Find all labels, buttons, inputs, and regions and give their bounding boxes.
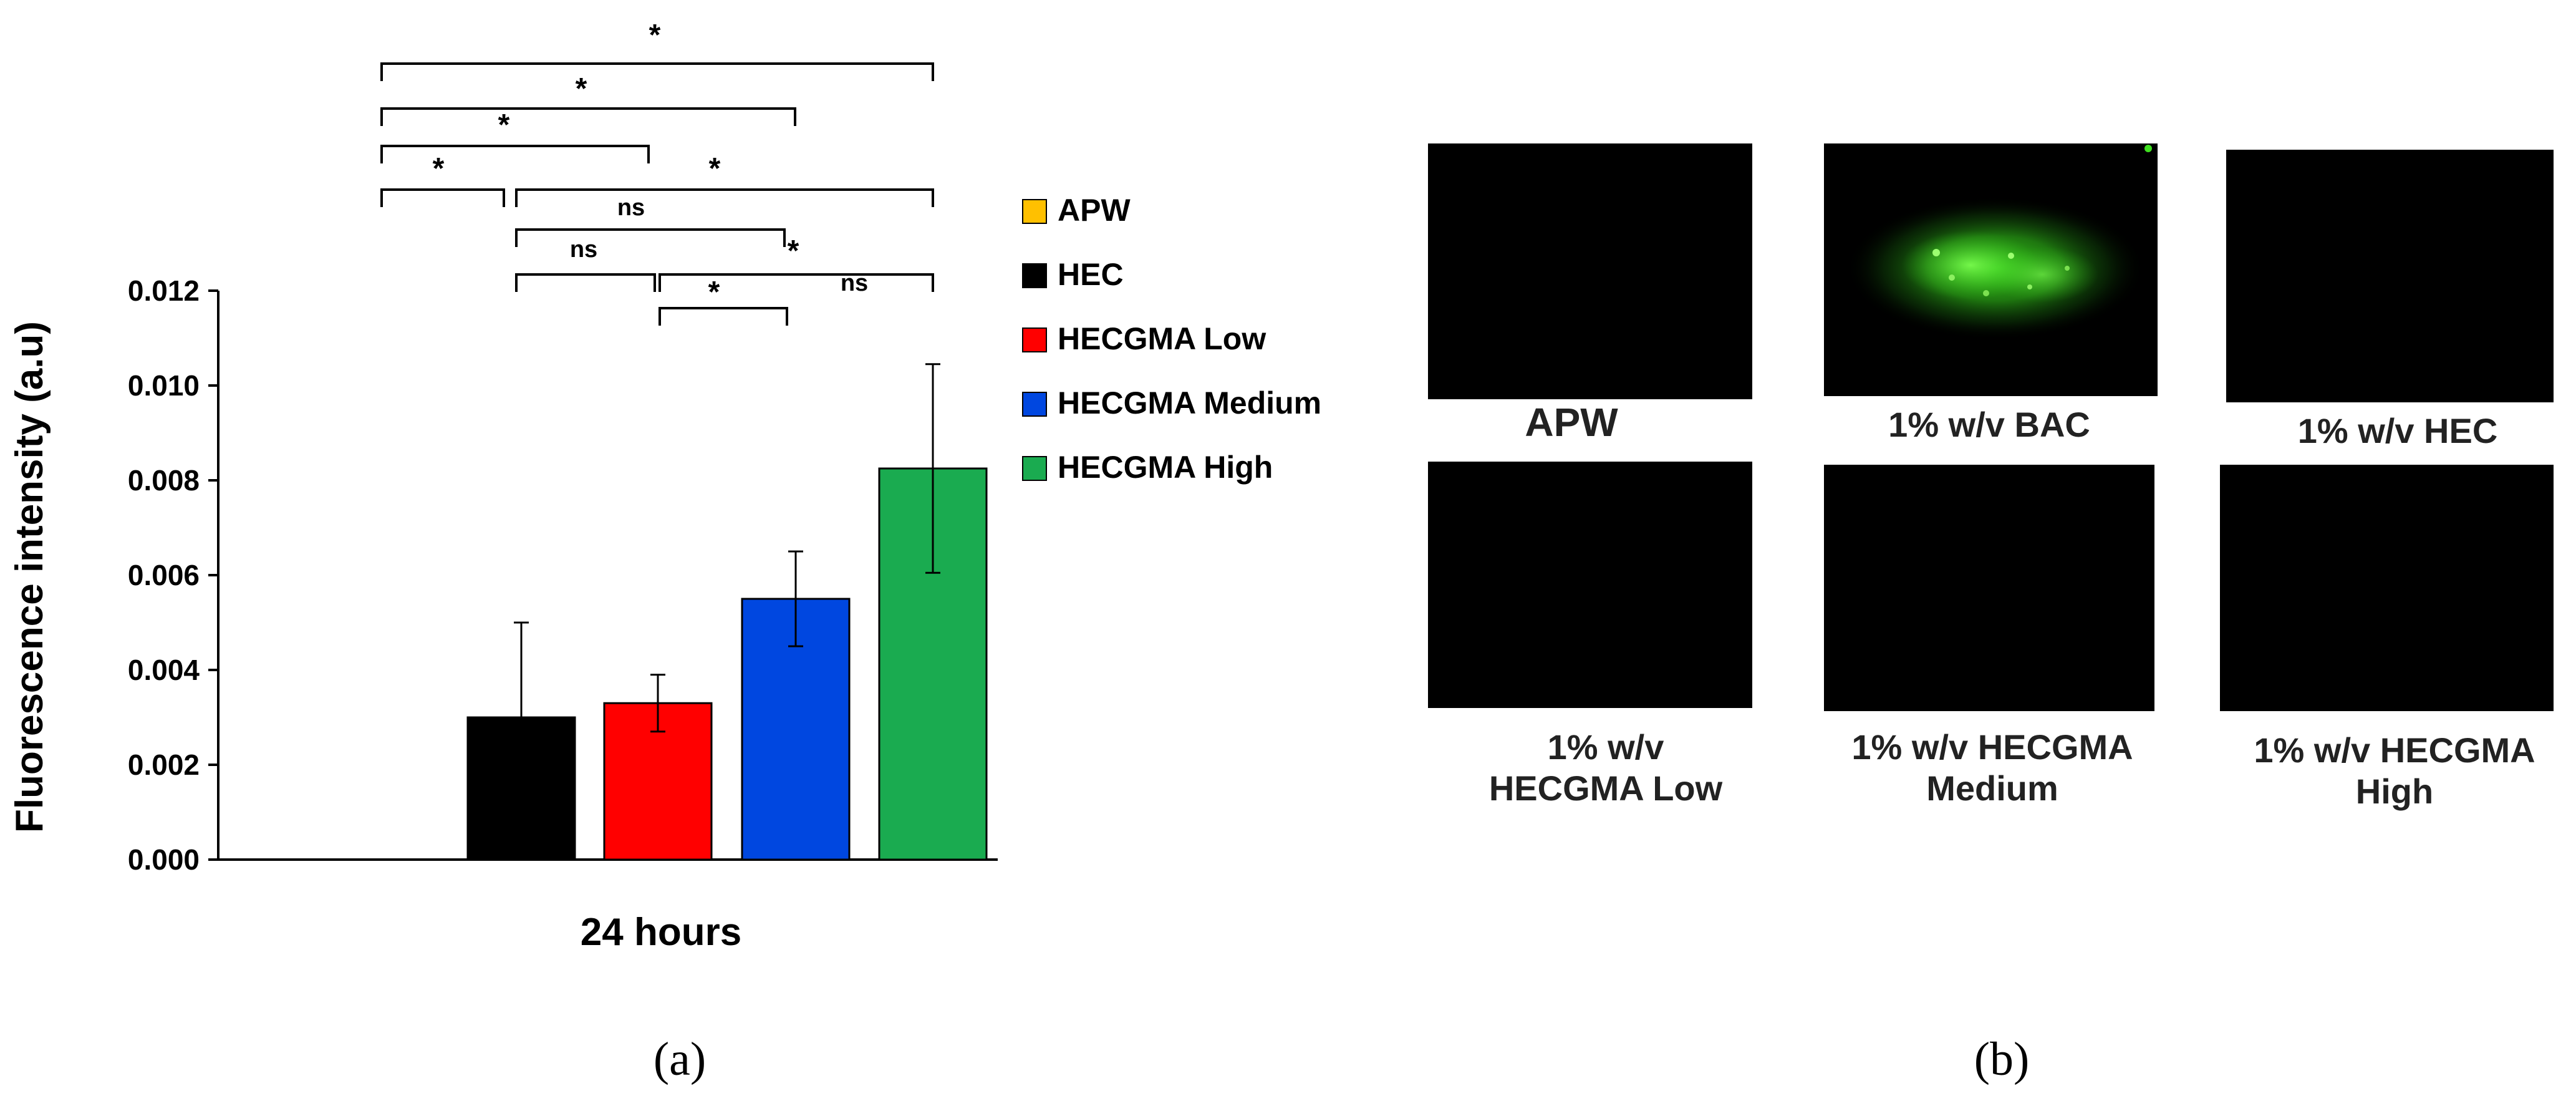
y-tick-label: 0.002 (128, 749, 200, 781)
legend-label: HECGMA Medium (1058, 386, 1321, 420)
micrograph-hecgma-medium (1824, 465, 2154, 711)
caption-hecgma-low: 1% w/v HECGMA Low (1488, 727, 1723, 808)
micrograph-hec (2226, 150, 2554, 402)
caption-hec: 1% w/v HEC (2297, 411, 2498, 450)
micrograph-hecgma-low (1428, 462, 1752, 708)
significance-label: * (709, 152, 721, 185)
significance-bracket (380, 107, 796, 126)
significance-label: * (576, 72, 587, 105)
significance-bracket (380, 62, 934, 81)
caption-hecgma-high: 1% w/v HECGMA High (2254, 730, 2535, 812)
significance-bracket (380, 188, 505, 207)
y-tick-label: 0.012 (128, 274, 200, 307)
caption-bac: 1% w/v BAC (1888, 405, 2090, 444)
legend-label: APW (1058, 193, 1131, 228)
significance-bracket (380, 145, 650, 163)
micrograph-hecgma-high (2220, 465, 2554, 711)
legend-label: HEC (1058, 257, 1124, 292)
legend-label: HECGMA High (1058, 450, 1273, 485)
micrograph-apw (1428, 143, 1752, 399)
panel-label-a: (a) (653, 1033, 707, 1085)
significance-bracket (658, 307, 788, 326)
x-axis-title: 24 hours (581, 911, 741, 954)
caption-hecgma-medium: 1% w/v HECGMA Medium (1851, 727, 2133, 808)
significance-bracket (515, 273, 656, 292)
significance-bracket (515, 188, 934, 207)
significance-label: * (433, 152, 445, 185)
micrograph-bac (1824, 143, 2158, 396)
caption-apw: APW (1525, 400, 1618, 445)
legend-swatch (1022, 456, 1047, 481)
y-tick-label: 0.000 (128, 843, 200, 876)
significance-label: ns (841, 270, 868, 296)
legend-swatch (1022, 327, 1047, 352)
legend-label: HECGMA Low (1058, 321, 1266, 356)
y-axis-title: Fluorescence intensity (a.u) (8, 321, 51, 833)
panel-label-b: (b) (1974, 1033, 2030, 1085)
y-tick-label: 0.006 (128, 559, 200, 591)
y-tick-label: 0.010 (128, 369, 200, 402)
y-tick-label: 0.008 (128, 464, 200, 497)
legend-swatch (1022, 263, 1047, 288)
significance-label: * (649, 19, 661, 52)
legend-swatch (1022, 199, 1047, 224)
significance-label: * (788, 235, 799, 268)
significance-bracket (515, 228, 786, 247)
significance-label: * (498, 109, 510, 142)
significance-label: ns (617, 195, 645, 221)
fluorescence-glow (1824, 143, 2158, 396)
significance-bracket (658, 273, 934, 292)
y-tick-label: 0.004 (128, 654, 200, 686)
significance-label: ns (570, 236, 597, 263)
legend-swatch (1022, 392, 1047, 417)
significance-label: * (708, 276, 720, 309)
